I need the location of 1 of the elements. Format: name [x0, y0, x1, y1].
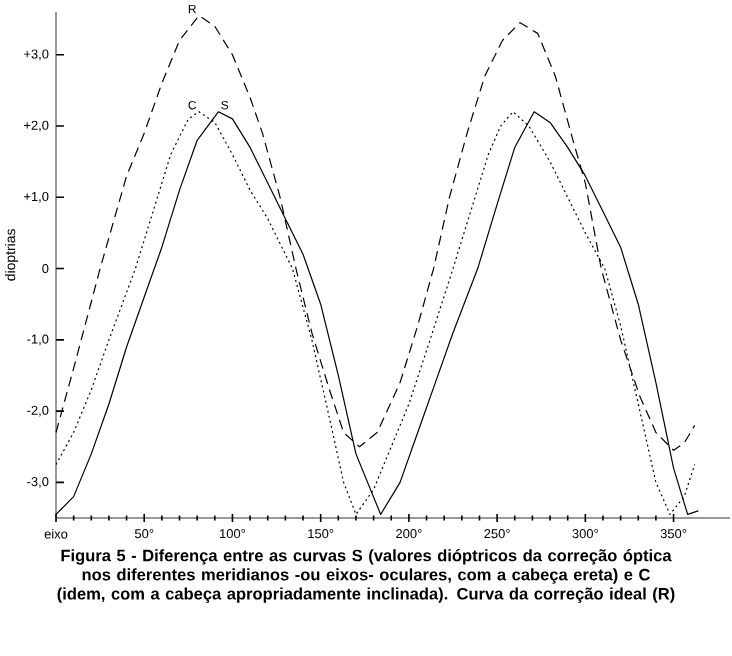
text: Figura 5 - Diferença entre as curvas S (valores dióptricos da correção óptica nos diferentes meridianos -ou eixos- oculares, com a cabeça ereta) e C (idem, com a cabeça apropriadamente inclinada). Curva da correção ideal (R)	[57, 549, 675, 603]
